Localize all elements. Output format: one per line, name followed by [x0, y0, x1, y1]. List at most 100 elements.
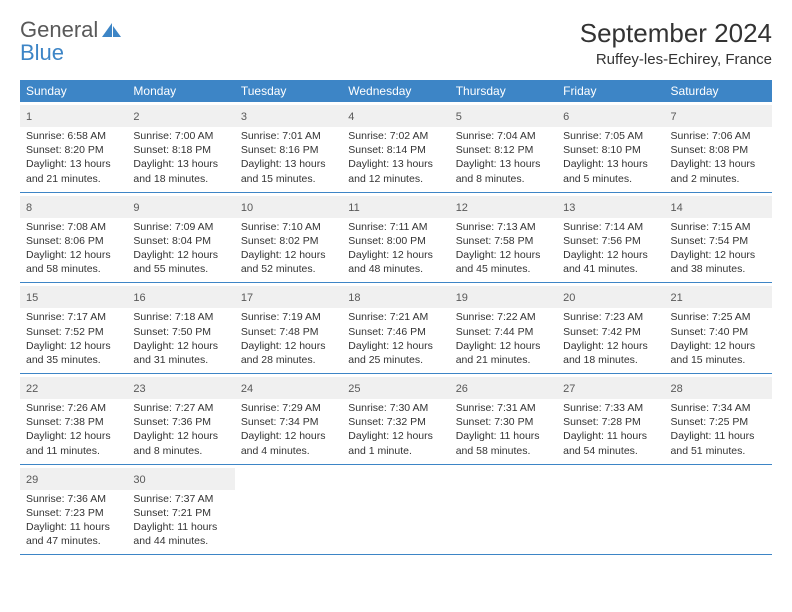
logo-word2: Blue — [20, 40, 64, 65]
sail-icon — [102, 23, 122, 37]
calendar-day-cell: 24 Sunrise: 7:29 AMSunset: 7:34 PMDayligh… — [235, 374, 342, 465]
day-info: Sunrise: 7:37 AMSunset: 7:21 PMDaylight:… — [133, 492, 228, 549]
day-info: Sunrise: 7:01 AMSunset: 8:16 PMDaylight:… — [241, 129, 336, 186]
weekday-header: Saturday — [665, 80, 772, 102]
daynum-row: 28 — [665, 377, 772, 399]
day-number: 5 — [456, 111, 462, 123]
day-info: Sunrise: 7:02 AMSunset: 8:14 PMDaylight:… — [348, 129, 443, 186]
day-info: Sunrise: 7:25 AMSunset: 7:40 PMDaylight:… — [671, 310, 766, 367]
day-number: 20 — [563, 292, 575, 304]
day-number: 16 — [133, 292, 145, 304]
day-number: 26 — [456, 383, 468, 395]
calendar-week-row: 22 Sunrise: 7:26 AMSunset: 7:38 PMDayligh… — [20, 374, 772, 465]
day-info: Sunrise: 7:18 AMSunset: 7:50 PMDaylight:… — [133, 310, 228, 367]
calendar-table: Sunday Monday Tuesday Wednesday Thursday… — [20, 80, 772, 555]
calendar-day-cell: 22 Sunrise: 7:26 AMSunset: 7:38 PMDayligh… — [20, 374, 127, 465]
calendar-day-cell: 30Sunrise: 7:37 AMSunset: 7:21 PMDayligh… — [127, 464, 234, 555]
day-number: 8 — [26, 202, 32, 214]
calendar-week-row: 8Sunrise: 7:08 AMSunset: 8:06 PMDaylight… — [20, 192, 772, 283]
calendar-day-cell: 15Sunrise: 7:17 AMSunset: 7:52 PMDayligh… — [20, 283, 127, 374]
calendar-day-cell: 11 Sunrise: 7:11 AMSunset: 8:00 PMDayligh… — [342, 192, 449, 283]
calendar-day-cell: 1Sunrise: 6:58 AMSunset: 8:20 PMDaylight… — [20, 102, 127, 192]
calendar-day-cell: 16 Sunrise: 7:18 AMSunset: 7:50 PMDayligh… — [127, 283, 234, 374]
day-number: 15 — [26, 292, 38, 304]
day-number: 27 — [563, 383, 575, 395]
day-number: 4 — [348, 111, 354, 123]
calendar-day-cell — [235, 464, 342, 555]
calendar-day-cell: 6 Sunrise: 7:05 AMSunset: 8:10 PMDaylight… — [557, 102, 664, 192]
day-info: Sunrise: 7:26 AMSunset: 7:38 PMDaylight:… — [26, 401, 121, 458]
calendar-day-cell: 26 Sunrise: 7:31 AMSunset: 7:30 PMDayligh… — [450, 374, 557, 465]
header: General Blue September 2024 Ruffey-les-E… — [20, 18, 772, 68]
day-info: Sunrise: 7:11 AMSunset: 8:00 PMDaylight:… — [348, 220, 443, 277]
calendar-day-cell: 4 Sunrise: 7:02 AMSunset: 8:14 PMDaylight… — [342, 102, 449, 192]
day-number: 11 — [348, 202, 359, 214]
daynum-row: 5 — [450, 105, 557, 127]
logo-text: General Blue — [20, 18, 98, 64]
weekday-header: Sunday — [20, 80, 127, 102]
weekday-header: Wednesday — [342, 80, 449, 102]
calendar-day-cell — [450, 464, 557, 555]
day-info: Sunrise: 7:31 AMSunset: 7:30 PMDaylight:… — [456, 401, 551, 458]
day-info: Sunrise: 7:00 AMSunset: 8:18 PMDaylight:… — [133, 129, 228, 186]
day-info: Sunrise: 7:13 AMSunset: 7:58 PMDaylight:… — [456, 220, 551, 277]
day-number: 6 — [563, 111, 569, 123]
calendar-day-cell: 23Sunrise: 7:27 AMSunset: 7:36 PMDayligh… — [127, 374, 234, 465]
day-info: Sunrise: 7:21 AMSunset: 7:46 PMDaylight:… — [348, 310, 443, 367]
day-info: Sunrise: 7:14 AMSunset: 7:56 PMDaylight:… — [563, 220, 658, 277]
daynum-row: 7 — [665, 105, 772, 127]
day-info: Sunrise: 7:36 AMSunset: 7:23 PMDaylight:… — [26, 492, 121, 549]
daynum-row: 10 — [235, 196, 342, 218]
daynum-row: 19 — [450, 286, 557, 308]
daynum-row: 9 — [127, 196, 234, 218]
daynum-row: 13 — [557, 196, 664, 218]
day-info: Sunrise: 7:30 AMSunset: 7:32 PMDaylight:… — [348, 401, 443, 458]
calendar-day-cell: 10Sunrise: 7:10 AMSunset: 8:02 PMDayligh… — [235, 192, 342, 283]
calendar-day-cell — [342, 464, 449, 555]
daynum-row: 8 — [20, 196, 127, 218]
daynum-row: 23 — [127, 377, 234, 399]
daynum-row: 11 — [342, 196, 449, 218]
calendar-day-cell: 5Sunrise: 7:04 AMSunset: 8:12 PMDaylight… — [450, 102, 557, 192]
day-info: Sunrise: 7:29 AMSunset: 7:34 PMDaylight:… — [241, 401, 336, 458]
daynum-row: 1 — [20, 105, 127, 127]
daynum-row: 15 — [20, 286, 127, 308]
day-number: 19 — [456, 292, 468, 304]
calendar-day-cell: 7Sunrise: 7:06 AMSunset: 8:08 PMDaylight… — [665, 102, 772, 192]
weekday-header-row: Sunday Monday Tuesday Wednesday Thursday… — [20, 80, 772, 102]
calendar-day-cell: 9Sunrise: 7:09 AMSunset: 8:04 PMDaylight… — [127, 192, 234, 283]
calendar-day-cell: 8Sunrise: 7:08 AMSunset: 8:06 PMDaylight… — [20, 192, 127, 283]
daynum-row: 26 — [450, 377, 557, 399]
day-number: 25 — [348, 383, 360, 395]
calendar-week-row: 15Sunrise: 7:17 AMSunset: 7:52 PMDayligh… — [20, 283, 772, 374]
calendar-week-row: 29Sunrise: 7:36 AMSunset: 7:23 PMDayligh… — [20, 464, 772, 555]
calendar-day-cell: 27 Sunrise: 7:33 AMSunset: 7:28 PMDayligh… — [557, 374, 664, 465]
day-info: Sunrise: 6:58 AMSunset: 8:20 PMDaylight:… — [26, 129, 121, 186]
calendar-day-cell: 21 Sunrise: 7:25 AMSunset: 7:40 PMDayligh… — [665, 283, 772, 374]
day-number: 22 — [26, 383, 38, 395]
daynum-row: 3 — [235, 105, 342, 127]
day-number: 21 — [671, 292, 683, 304]
daynum-row: 27 — [557, 377, 664, 399]
day-number: 3 — [241, 111, 247, 123]
day-info: Sunrise: 7:09 AMSunset: 8:04 PMDaylight:… — [133, 220, 228, 277]
daynum-row: 14 — [665, 196, 772, 218]
daynum-row: 16 — [127, 286, 234, 308]
calendar-day-cell: 14Sunrise: 7:15 AMSunset: 7:54 PMDayligh… — [665, 192, 772, 283]
day-info: Sunrise: 7:05 AMSunset: 8:10 PMDaylight:… — [563, 129, 658, 186]
daynum-row: 17 — [235, 286, 342, 308]
day-number: 24 — [241, 383, 253, 395]
day-number: 14 — [671, 202, 683, 214]
daynum-row: 30 — [127, 468, 234, 490]
weekday-header: Monday — [127, 80, 234, 102]
day-number: 7 — [671, 111, 677, 123]
calendar-day-cell: 18Sunrise: 7:21 AMSunset: 7:46 PMDayligh… — [342, 283, 449, 374]
day-info: Sunrise: 7:33 AMSunset: 7:28 PMDaylight:… — [563, 401, 658, 458]
daynum-row: 2 — [127, 105, 234, 127]
calendar-day-cell: 19Sunrise: 7:22 AMSunset: 7:44 PMDayligh… — [450, 283, 557, 374]
day-info: Sunrise: 7:19 AMSunset: 7:48 PMDaylight:… — [241, 310, 336, 367]
calendar-day-cell — [665, 464, 772, 555]
calendar-day-cell: 12Sunrise: 7:13 AMSunset: 7:58 PMDayligh… — [450, 192, 557, 283]
calendar-day-cell: 2Sunrise: 7:00 AMSunset: 8:18 PMDaylight… — [127, 102, 234, 192]
calendar-week-row: 1Sunrise: 6:58 AMSunset: 8:20 PMDaylight… — [20, 102, 772, 192]
